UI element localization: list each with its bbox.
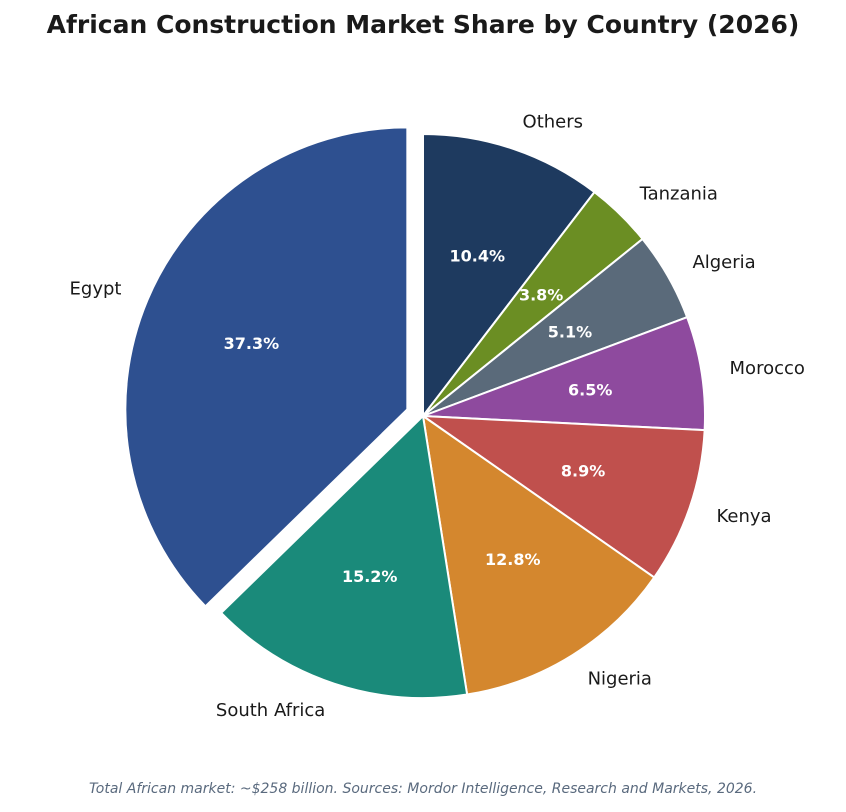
pct-label-egypt: 37.3% [224, 334, 280, 353]
chart-title: African Construction Market Share by Cou… [46, 10, 800, 39]
category-label-egypt: Egypt [70, 278, 122, 299]
pie-slice-south-africa [220, 415, 469, 699]
category-label-south-africa: South Africa [216, 700, 325, 721]
pie-slices [124, 126, 706, 699]
pie-slice-egypt [124, 126, 409, 608]
category-label-morocco: Morocco [730, 358, 805, 379]
pct-label-kenya: 8.9% [561, 461, 605, 480]
category-label-nigeria: Nigeria [588, 668, 652, 689]
category-label-others: Others [523, 112, 584, 133]
category-label-algeria: Algeria [692, 252, 755, 273]
category-label-kenya: Kenya [716, 506, 771, 527]
pct-label-tanzania: 3.8% [519, 285, 563, 304]
pie-slice-kenya [422, 415, 706, 579]
pct-label-others: 10.4% [450, 246, 506, 265]
pct-label-south-africa: 15.2% [342, 567, 398, 586]
pie-slice-morocco [422, 316, 706, 432]
category-labels: Others Tanzania Algeria Morocco Kenya Nigeria… [70, 112, 805, 721]
pct-label-algeria: 5.1% [548, 323, 592, 342]
percentage-labels: 10.4% 3.8% 5.1% 6.5% 8.9% 12.8% 15.2% 37.3% [224, 246, 613, 586]
pct-label-morocco: 6.5% [568, 381, 612, 400]
pie-slice-nigeria [422, 415, 656, 696]
pct-label-nigeria: 12.8% [485, 550, 541, 569]
chart-footnote: Total African market: ~$258 billion. Sou… [88, 781, 758, 797]
pie-slice-others [422, 133, 596, 417]
category-label-tanzania: Tanzania [639, 183, 718, 204]
